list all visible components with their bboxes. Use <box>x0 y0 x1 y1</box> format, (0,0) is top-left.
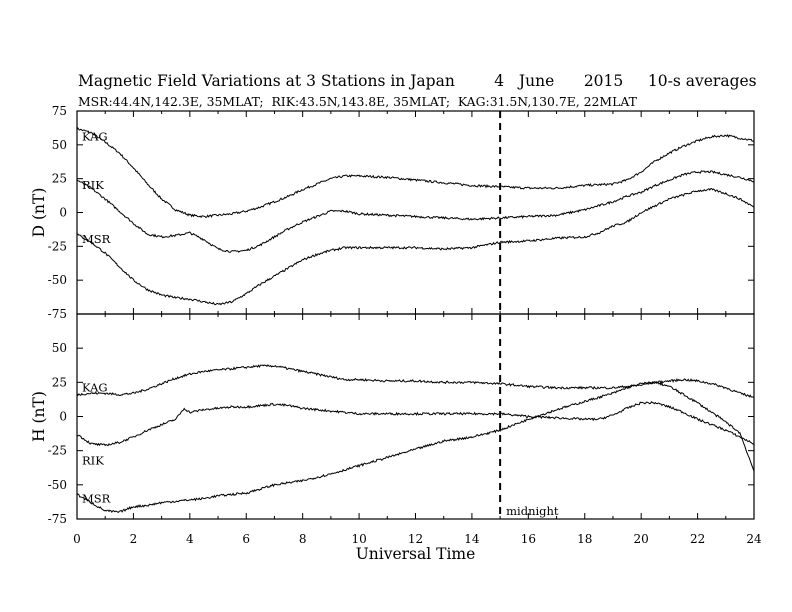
y-tick-label: -25 <box>48 444 67 458</box>
title-averaging: 10-s averages <box>647 72 757 90</box>
x-tick-label: 20 <box>634 532 649 546</box>
title-day: 4 <box>494 72 505 90</box>
y-tick-label: 50 <box>52 138 67 152</box>
y-axis-label: H (nT) <box>30 391 48 442</box>
y-tick-label: -50 <box>48 478 67 492</box>
station-coordinates: MSR:44.4N,142.3E, 35MLAT; RIK:43.5N,143.… <box>78 94 637 109</box>
x-tick-label: 2 <box>130 532 138 546</box>
y-tick-label: -75 <box>48 512 67 526</box>
series-line-msr-d <box>76 187 755 306</box>
station-label-rik: RIK <box>82 178 104 192</box>
station-label-msr: MSR <box>82 232 111 246</box>
y-tick-label: 25 <box>52 375 67 389</box>
x-tick-label: 18 <box>577 532 592 546</box>
midnight-label: midnight <box>506 504 559 518</box>
x-axis-label: Universal Time <box>356 545 476 563</box>
y-tick-label: -75 <box>48 307 67 321</box>
y-tick-label: -50 <box>48 273 67 287</box>
title-text: Magnetic Field Variations at 3 Stations … <box>78 72 455 90</box>
x-tick-label: 8 <box>299 532 307 546</box>
y-axis-label: D (nT) <box>30 188 48 238</box>
x-tick-label: 14 <box>464 532 480 546</box>
title-year: 2015 <box>583 72 624 90</box>
series-line-msr-h <box>76 381 755 514</box>
y-tick-label: 0 <box>59 206 67 220</box>
x-tick-label: 22 <box>690 532 705 546</box>
x-tick-label: 16 <box>521 532 536 546</box>
x-tick-label: 0 <box>73 532 81 546</box>
station-label-rik: RIK <box>82 453 104 467</box>
station-label-msr: MSR <box>82 491 111 505</box>
x-tick-label: 12 <box>408 532 423 546</box>
y-tick-label: 25 <box>52 172 67 186</box>
x-tick-label: 24 <box>746 532 762 546</box>
panel-frame-2 <box>76 313 755 520</box>
station-label-kag: KAG <box>82 381 108 395</box>
title-month: June <box>518 72 555 90</box>
y-tick-label: -25 <box>48 239 67 253</box>
series-line-rik-h <box>76 401 755 447</box>
station-label-kag: KAG <box>82 130 108 144</box>
series-line-kag-d <box>76 126 755 219</box>
panel-frame-1 <box>76 110 755 315</box>
y-tick-label: 0 <box>59 410 67 424</box>
series-line-rik-d <box>76 170 755 253</box>
y-tick-label: 75 <box>52 104 67 118</box>
y-tick-label: 50 <box>52 341 67 355</box>
x-tick-label: 6 <box>242 532 250 546</box>
chart-title: Magnetic Field Variations at 3 Stations … <box>78 72 757 90</box>
series-line-kag-h <box>76 364 755 398</box>
x-tick-label: 10 <box>351 532 366 546</box>
x-tick-label: 4 <box>186 532 194 546</box>
